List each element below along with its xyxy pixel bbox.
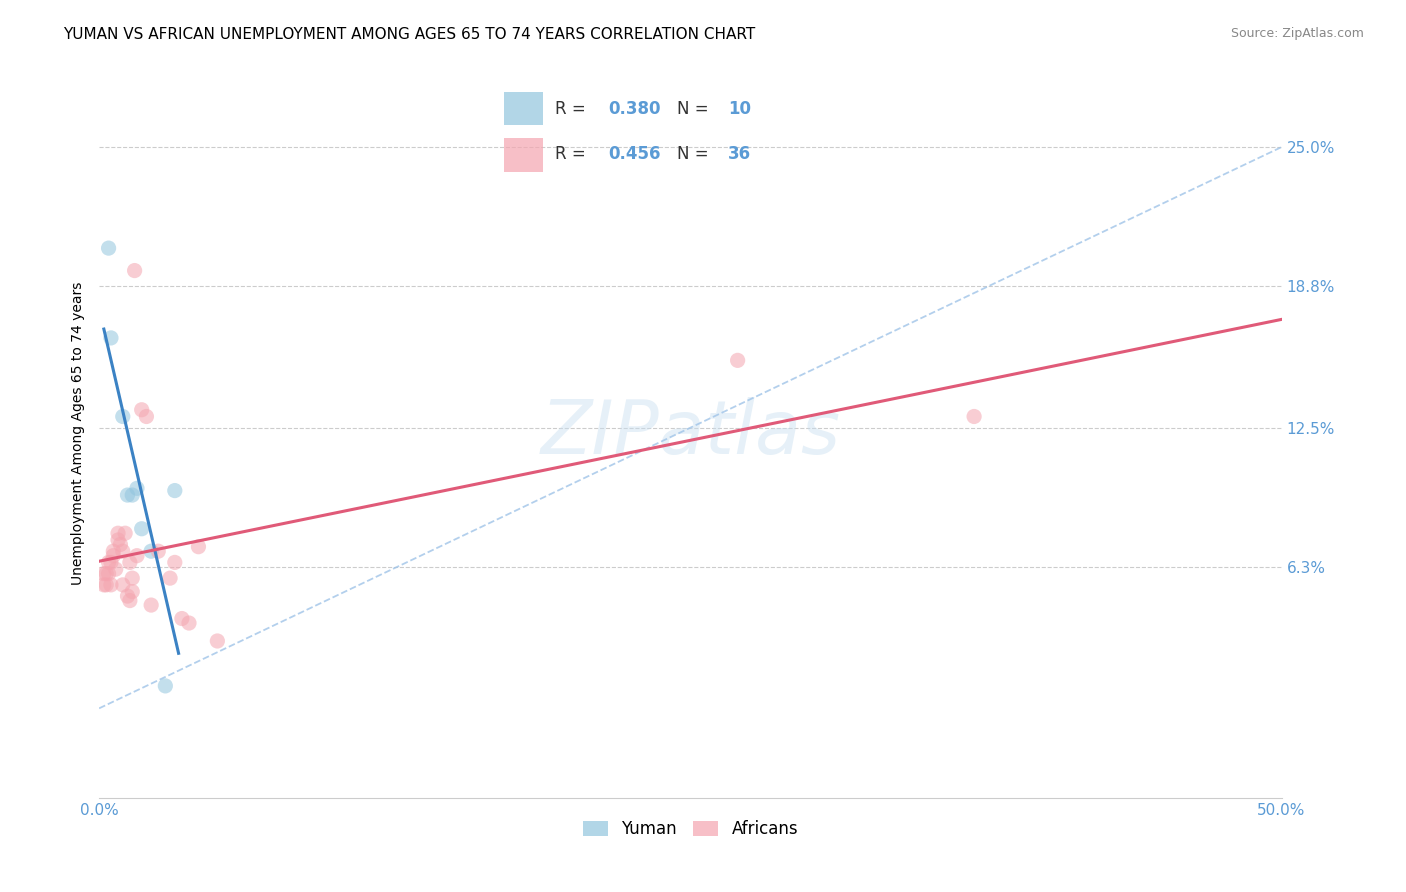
Point xyxy=(125,549,148,563)
Point xyxy=(97,241,120,255)
Point xyxy=(124,263,146,277)
Point xyxy=(163,556,186,570)
Point xyxy=(93,566,115,581)
Point xyxy=(103,549,125,563)
Point xyxy=(187,540,209,554)
Text: Source: ZipAtlas.com: Source: ZipAtlas.com xyxy=(1230,27,1364,40)
Point xyxy=(103,544,125,558)
Point xyxy=(125,481,148,495)
Point xyxy=(104,562,127,576)
Point xyxy=(131,402,153,417)
Point xyxy=(117,589,139,603)
Text: ZIPatlas: ZIPatlas xyxy=(540,397,841,469)
Point xyxy=(131,522,153,536)
Point xyxy=(111,409,134,424)
Point xyxy=(118,556,141,570)
Point xyxy=(121,571,143,585)
Point xyxy=(110,537,132,551)
Point xyxy=(141,544,163,558)
Point xyxy=(96,566,118,581)
Point xyxy=(159,571,181,585)
Point xyxy=(96,578,118,592)
Point xyxy=(117,488,139,502)
Point xyxy=(107,533,129,547)
Point xyxy=(107,526,129,541)
Point xyxy=(93,578,115,592)
Point xyxy=(100,556,122,570)
Point xyxy=(100,578,122,592)
Point xyxy=(121,488,143,502)
Text: YUMAN VS AFRICAN UNEMPLOYMENT AMONG AGES 65 TO 74 YEARS CORRELATION CHART: YUMAN VS AFRICAN UNEMPLOYMENT AMONG AGES… xyxy=(63,27,755,42)
Point xyxy=(963,409,986,424)
Point xyxy=(727,353,749,368)
Point xyxy=(111,578,134,592)
Point xyxy=(141,598,163,612)
Point xyxy=(97,566,120,581)
Y-axis label: Unemployment Among Ages 65 to 74 years: Unemployment Among Ages 65 to 74 years xyxy=(72,282,86,585)
Point xyxy=(100,331,122,345)
Point xyxy=(97,556,120,570)
Point xyxy=(177,615,200,630)
Point xyxy=(148,544,170,558)
Point xyxy=(121,584,143,599)
Point xyxy=(207,634,229,648)
Point xyxy=(155,679,177,693)
Point xyxy=(163,483,186,498)
Point xyxy=(111,544,134,558)
Point xyxy=(170,611,193,625)
Point xyxy=(114,526,136,541)
Point xyxy=(135,409,157,424)
Point xyxy=(118,593,141,607)
Legend: Yuman, Africans: Yuman, Africans xyxy=(576,814,804,845)
